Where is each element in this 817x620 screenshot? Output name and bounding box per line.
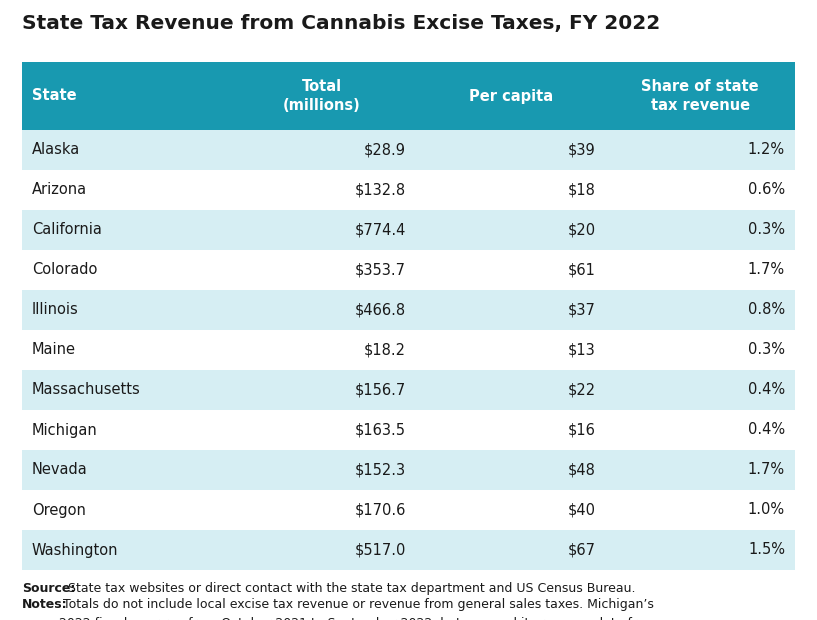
Text: Michigan: Michigan <box>32 422 98 438</box>
Bar <box>22 62 795 130</box>
Text: $18.2: $18.2 <box>364 342 406 358</box>
Text: 1.5%: 1.5% <box>748 542 785 557</box>
Text: Source:: Source: <box>22 582 75 595</box>
Text: Nevada: Nevada <box>32 463 87 477</box>
Text: 1.7%: 1.7% <box>748 463 785 477</box>
Bar <box>22 330 795 370</box>
Text: Colorado: Colorado <box>32 262 97 278</box>
Text: State: State <box>32 89 77 104</box>
Bar <box>22 210 795 250</box>
Bar <box>22 530 795 570</box>
Text: $170.6: $170.6 <box>355 502 406 518</box>
Text: $774.4: $774.4 <box>355 223 406 237</box>
Bar <box>22 410 795 450</box>
Text: Totals do not include local excise tax revenue or revenue from general sales tax: Totals do not include local excise tax r… <box>59 598 657 620</box>
Text: Per capita: Per capita <box>469 89 553 104</box>
Text: 0.3%: 0.3% <box>748 223 785 237</box>
Bar <box>22 290 795 330</box>
Text: $163.5: $163.5 <box>355 422 406 438</box>
Text: $40: $40 <box>568 502 596 518</box>
Text: Massachusetts: Massachusetts <box>32 383 141 397</box>
Text: $39: $39 <box>568 143 596 157</box>
Text: 0.4%: 0.4% <box>748 383 785 397</box>
Text: Oregon: Oregon <box>32 502 86 518</box>
Text: $353.7: $353.7 <box>355 262 406 278</box>
Text: $20: $20 <box>568 223 596 237</box>
Text: $16: $16 <box>568 422 596 438</box>
Text: $61: $61 <box>568 262 596 278</box>
Text: 0.6%: 0.6% <box>748 182 785 198</box>
Text: Illinois: Illinois <box>32 303 78 317</box>
Text: $37: $37 <box>568 303 596 317</box>
Text: State tax websites or direct contact with the state tax department and US Census: State tax websites or direct contact wit… <box>64 582 636 595</box>
Text: Total
(millions): Total (millions) <box>283 79 360 113</box>
Text: $156.7: $156.7 <box>355 383 406 397</box>
Text: $13: $13 <box>568 342 596 358</box>
Text: Arizona: Arizona <box>32 182 87 198</box>
Bar <box>22 170 795 210</box>
Text: 1.7%: 1.7% <box>748 262 785 278</box>
Bar <box>22 490 795 530</box>
Text: 1.2%: 1.2% <box>748 143 785 157</box>
Text: $466.8: $466.8 <box>355 303 406 317</box>
Text: Share of state
tax revenue: Share of state tax revenue <box>641 79 759 113</box>
Text: $132.8: $132.8 <box>355 182 406 198</box>
Bar <box>22 250 795 290</box>
Text: Maine: Maine <box>32 342 76 358</box>
Bar <box>22 130 795 170</box>
Text: $18: $18 <box>568 182 596 198</box>
Text: California: California <box>32 223 102 237</box>
Text: 0.8%: 0.8% <box>748 303 785 317</box>
Bar <box>22 450 795 490</box>
Text: Washington: Washington <box>32 542 118 557</box>
Text: $22: $22 <box>568 383 596 397</box>
Text: Alaska: Alaska <box>32 143 80 157</box>
Text: 0.4%: 0.4% <box>748 422 785 438</box>
Text: State Tax Revenue from Cannabis Excise Taxes, FY 2022: State Tax Revenue from Cannabis Excise T… <box>22 14 660 33</box>
Text: $67: $67 <box>568 542 596 557</box>
Text: $48: $48 <box>568 463 596 477</box>
Text: $517.0: $517.0 <box>355 542 406 557</box>
Text: 1.0%: 1.0% <box>748 502 785 518</box>
Text: $152.3: $152.3 <box>355 463 406 477</box>
Text: 0.3%: 0.3% <box>748 342 785 358</box>
Bar <box>22 370 795 410</box>
Text: $28.9: $28.9 <box>364 143 406 157</box>
Text: Notes:: Notes: <box>22 598 68 611</box>
